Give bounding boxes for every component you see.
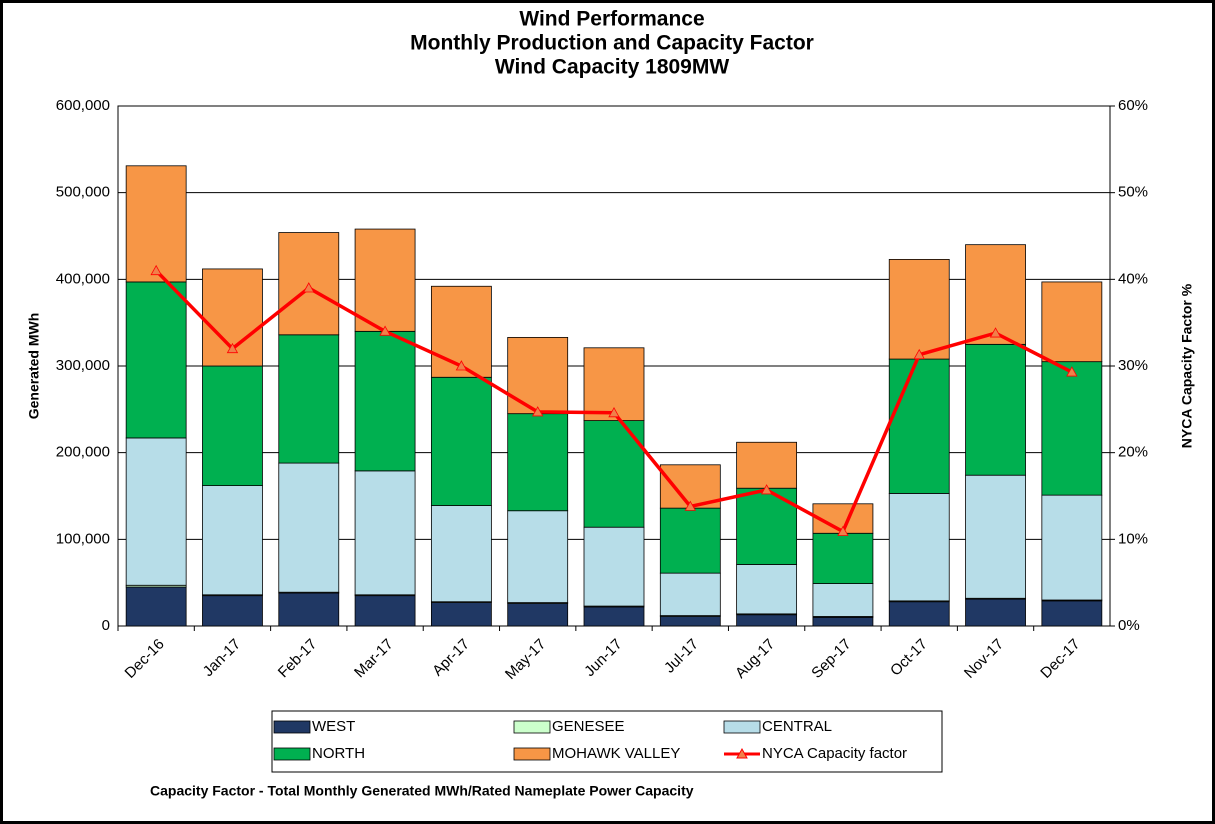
- y2-tick-label: 40%: [1118, 270, 1148, 287]
- chart-title: Monthly Production and Capacity Factor: [410, 32, 814, 55]
- bar: [812, 583, 874, 617]
- bar: [507, 603, 569, 627]
- bar: [888, 358, 950, 494]
- legend-label: MOHAWK VALLEY: [552, 745, 680, 762]
- bar: [888, 492, 950, 602]
- bar: [507, 413, 569, 512]
- bar: [965, 343, 1026, 476]
- bar: [125, 586, 187, 627]
- bar: [659, 507, 721, 574]
- line-marker: [532, 406, 544, 417]
- y-axis-label: Generated MWh: [26, 313, 42, 420]
- y2-tick-label: 20%: [1118, 444, 1148, 461]
- y-tick-label: 500,000: [56, 184, 110, 201]
- bar: [965, 474, 1026, 599]
- bar: [1041, 600, 1103, 627]
- legend-swatch: [273, 747, 311, 761]
- bar: [430, 602, 492, 627]
- bar: [354, 595, 416, 627]
- legend-swatch: [513, 720, 551, 734]
- legend-swatch: [723, 720, 761, 734]
- line-marker: [684, 500, 696, 511]
- y-tick-label: 400,000: [56, 270, 110, 287]
- y-tick-label: 200,000: [56, 444, 110, 461]
- legend-swatch: [273, 720, 311, 734]
- bar: [125, 165, 187, 283]
- legend-label: GENESEE: [552, 718, 625, 735]
- bar: [354, 330, 416, 472]
- legend-label: NYCA Capacity factor: [762, 745, 907, 762]
- bar: [659, 572, 721, 617]
- bar: [278, 462, 340, 593]
- bar: [1041, 281, 1103, 363]
- bar: [736, 564, 798, 615]
- bar: [812, 616, 874, 627]
- bar: [736, 614, 798, 627]
- y2-tick-label: 60%: [1118, 97, 1148, 114]
- bar: [354, 470, 416, 596]
- y-tick-label: 300,000: [56, 357, 110, 374]
- bar: [888, 258, 950, 360]
- bar: [812, 532, 874, 584]
- footnote: Capacity Factor - Total Monthly Generate…: [150, 783, 694, 799]
- line-marker: [608, 406, 620, 418]
- bar: [202, 595, 263, 627]
- bar: [202, 365, 263, 486]
- line-marker: [1066, 366, 1078, 377]
- y-tick-label: 0: [102, 617, 110, 634]
- bar: [1041, 494, 1103, 601]
- chart-title: Wind Performance: [519, 8, 704, 31]
- legend-box: [271, 710, 943, 773]
- line-marker: [760, 484, 773, 495]
- line-marker: [837, 525, 849, 536]
- y2-tick-label: 30%: [1118, 357, 1148, 374]
- bar: [583, 526, 645, 607]
- bar: [1041, 361, 1103, 496]
- y-tick-label: 100,000: [56, 530, 110, 547]
- bar: [125, 437, 187, 586]
- legend-label: WEST: [312, 718, 355, 735]
- bar: [125, 281, 187, 439]
- bar: [659, 616, 721, 627]
- bar: [965, 598, 1026, 627]
- legend-label: NORTH: [312, 745, 365, 762]
- legend-label: CENTRAL: [762, 718, 832, 735]
- bar: [507, 510, 569, 604]
- bar: [583, 606, 645, 627]
- bar: [354, 228, 416, 332]
- bar: [202, 485, 263, 596]
- line-marker: [226, 342, 239, 354]
- legend-swatch: [736, 747, 748, 759]
- line-marker: [989, 327, 1002, 338]
- chart-title: Wind Capacity 1809MW: [495, 56, 730, 79]
- line-marker: [303, 282, 315, 293]
- line-marker: [150, 264, 162, 276]
- y2-tick-label: 0%: [1118, 617, 1140, 634]
- bar: [430, 376, 492, 506]
- legend-swatch: [513, 747, 551, 761]
- y2-axis-label: NYCA Capacity Factor %: [1179, 283, 1195, 448]
- bar: [507, 336, 569, 415]
- y2-tick-label: 10%: [1118, 530, 1148, 547]
- bar: [278, 334, 340, 464]
- y-tick-label: 600,000: [56, 97, 110, 114]
- line-marker: [379, 325, 391, 336]
- y2-tick-label: 50%: [1118, 184, 1148, 201]
- line-marker: [455, 360, 468, 371]
- bar: [888, 601, 950, 627]
- bar: [278, 592, 340, 627]
- bar: [430, 505, 492, 603]
- line-marker: [913, 348, 925, 360]
- bar: [736, 441, 798, 489]
